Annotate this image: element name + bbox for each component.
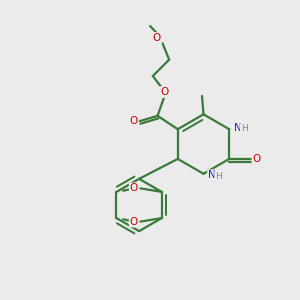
Text: H: H [241,124,248,133]
Text: N: N [234,123,242,133]
Text: O: O [253,154,261,164]
Text: O: O [130,183,138,193]
Text: O: O [152,33,161,43]
Text: O: O [160,87,168,97]
Text: O: O [130,116,138,126]
Text: N: N [208,170,216,180]
Text: O: O [130,217,138,226]
Text: H: H [215,172,222,181]
